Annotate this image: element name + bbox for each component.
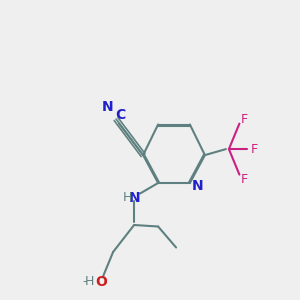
Text: H: H	[122, 191, 132, 204]
Text: N: N	[101, 100, 113, 114]
Text: F: F	[240, 172, 247, 186]
Text: O: O	[95, 275, 107, 289]
Text: F: F	[240, 112, 247, 126]
Text: N: N	[192, 179, 203, 193]
Text: H: H	[84, 275, 94, 288]
Text: -: -	[82, 275, 87, 288]
Text: N: N	[128, 191, 140, 205]
Text: C: C	[116, 108, 126, 122]
Text: F: F	[251, 142, 258, 156]
